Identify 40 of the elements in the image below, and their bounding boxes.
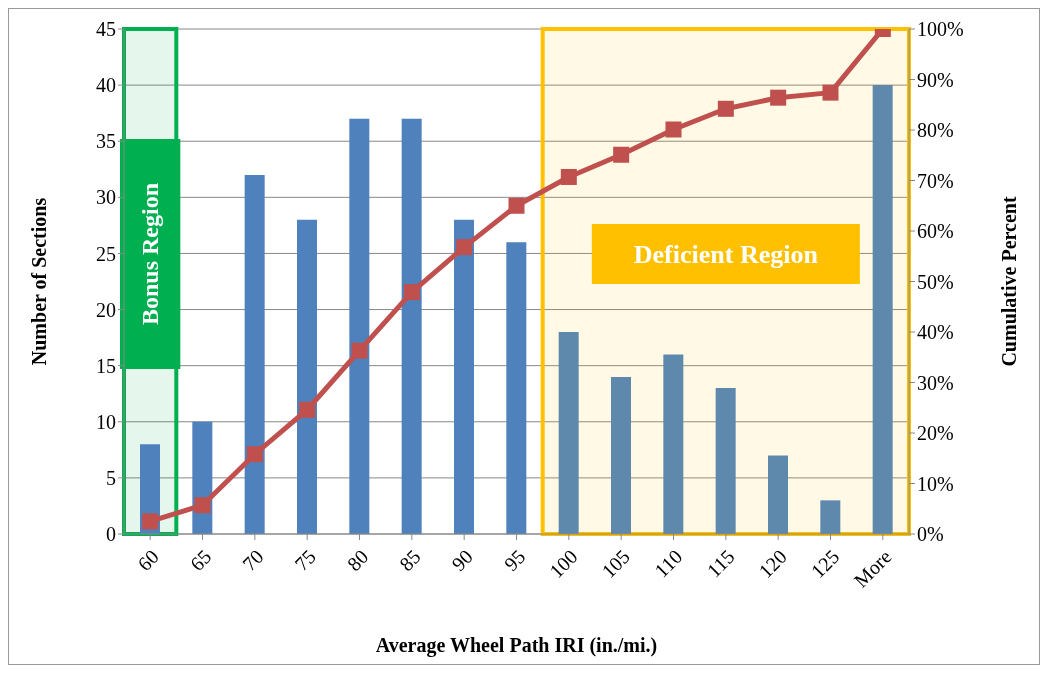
y-tick-label: 45 [96,18,116,41]
y2-tick-label: 10% [917,472,954,495]
y2-tick-label: 40% [917,321,954,344]
x-axis-title: Average Wheel Path IRI (in./mi.) [375,634,658,657]
y2-tick-label: 90% [917,68,954,91]
y-tick-label: 30 [96,186,116,209]
x-tick-label: 85 [395,545,425,576]
y2-tick-label: 50% [917,270,954,293]
y2-tick-label: 80% [917,119,954,142]
x-tick-label: 105 [597,545,635,583]
x-tick-label: 60 [133,545,164,576]
x-tick-label: 75 [290,545,321,576]
y-tick-label: 35 [96,130,116,153]
band-label: Deficient Region [633,239,819,269]
y-tick-label: 10 [96,410,116,433]
y-tick-label: 40 [96,74,116,97]
y2-tick-label: 30% [917,371,954,394]
x-tick-label: 70 [238,545,268,576]
y2-tick-label: 20% [917,422,954,445]
band-label: Bonus Region [137,182,164,326]
y-tick-label: 5 [106,466,116,489]
y-tick-label: 20 [96,298,116,321]
x-tick-label: 90 [447,545,478,576]
x-tick-label: 95 [499,545,530,576]
y2-axis-title: Cumulative Percent [998,196,1021,367]
x-tick-label: 125 [806,545,844,583]
y2-tick-label: 60% [917,220,954,243]
y-axis-title: Number of Sections [28,197,51,366]
y-tick-label: 25 [96,242,116,265]
y-tick-label: 15 [96,354,116,377]
x-tick-label: 100 [544,545,582,583]
y2-tick-label: 100% [917,18,964,41]
x-tick-label: 80 [342,545,373,576]
y-tick-label: 0 [106,523,116,546]
x-tick-label: 110 [650,545,687,582]
y2-tick-label: 0% [917,523,944,546]
x-tick-label: 65 [185,545,216,576]
x-tick-label: 115 [702,545,739,582]
x-tick-label: 120 [754,545,792,583]
y2-tick-label: 70% [917,169,954,192]
